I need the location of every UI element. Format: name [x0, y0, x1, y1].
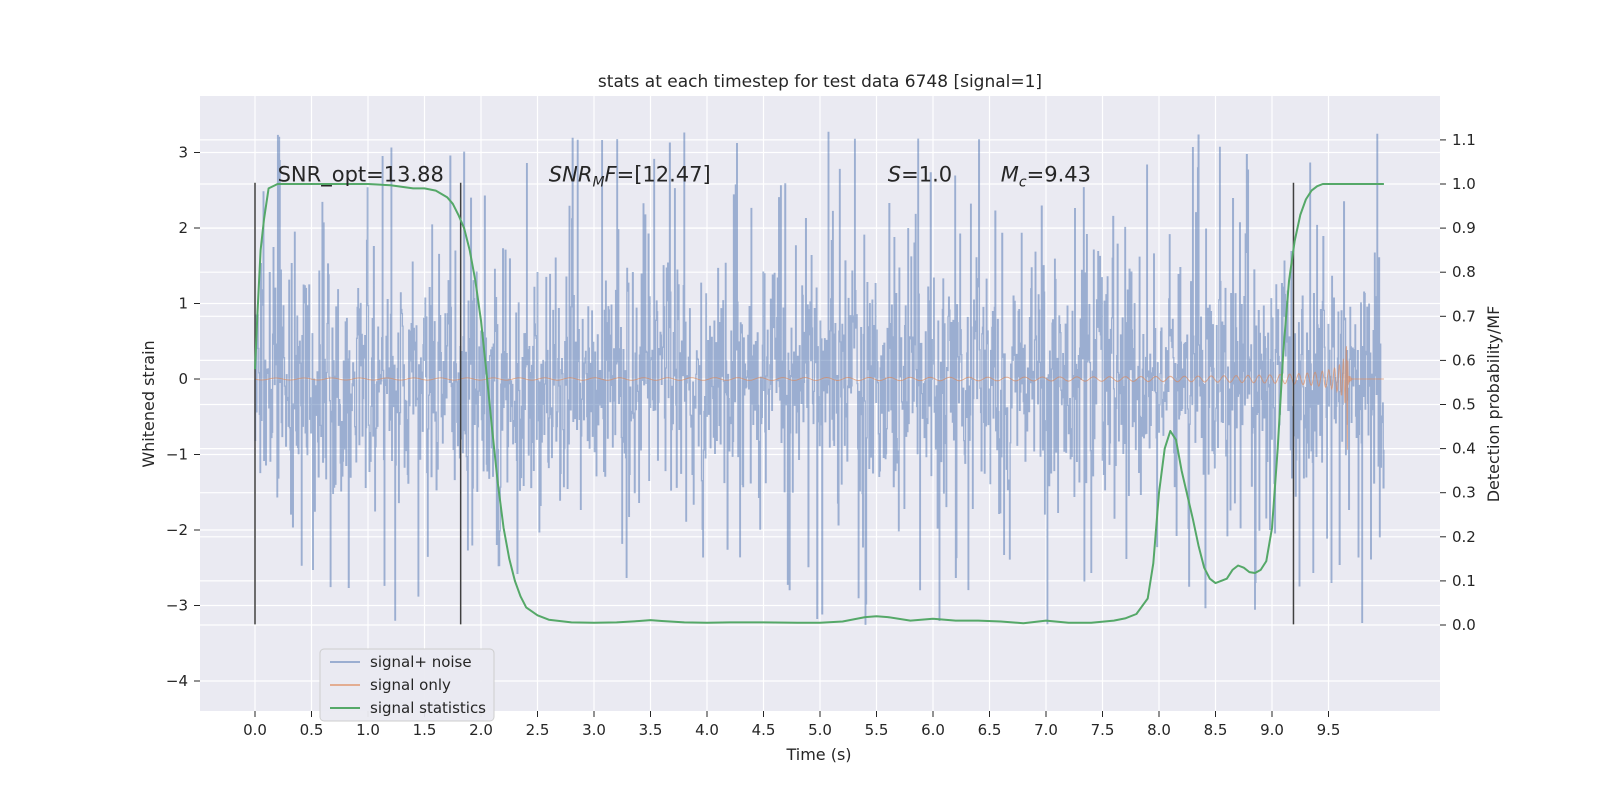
y2-tick-label: 0.4 — [1452, 440, 1476, 458]
legend-label-signal-only: signal only — [370, 676, 451, 694]
legend-box — [319, 648, 495, 722]
y-tick-label: −3 — [166, 597, 188, 615]
y-axis-ticks: 3 2 1 0 −1 −2 −3 −4 — [166, 144, 200, 690]
annotation-snr_opt: SNR_opt=13.88 — [278, 163, 444, 188]
legend: signal+ noise signal only signal statist… — [319, 648, 495, 722]
y2-tick-label: 0.7 — [1452, 307, 1476, 325]
y-tick-label: 3 — [178, 144, 188, 162]
x-tick-label: 3.5 — [639, 721, 663, 739]
x-tick-label: 8.5 — [1204, 721, 1228, 739]
annotation-snr_mf: SNRMF=[12.47] — [549, 163, 711, 191]
y-axis-label: Whitened strain — [139, 340, 158, 467]
y2-axis-label: Detection probability/MF — [1484, 306, 1503, 503]
y-tick-label: −1 — [166, 446, 188, 464]
x-tick-label: 1.0 — [356, 721, 380, 739]
y2-tick-label: 0.5 — [1452, 396, 1476, 414]
y-tick-label: 0 — [178, 370, 188, 388]
x-tick-label: 4.5 — [752, 721, 776, 739]
x-tick-label: 7.5 — [1091, 721, 1115, 739]
series-signal-statistics — [254, 183, 1384, 625]
y-tick-label: −2 — [166, 521, 188, 539]
x-axis-ticks: 0.0 0.5 1.0 1.5 2.0 2.5 3.0 3.5 4.0 4.5 5.0 5.5 6.0 6… — [243, 711, 1340, 739]
annotation-s: S=1.0 — [888, 163, 952, 187]
y2-tick-label: 1.1 — [1452, 131, 1476, 149]
x-tick-label: 3.0 — [582, 721, 606, 739]
x-tick-label: 8.0 — [1147, 721, 1171, 739]
x-tick-label: 0.0 — [243, 721, 267, 739]
series-signal-only — [254, 346, 1384, 450]
y2-tick-label: 0.0 — [1452, 616, 1476, 634]
y2-tick-label: 0.2 — [1452, 528, 1476, 546]
x-tick-label: 5.5 — [865, 721, 889, 739]
signal-only-line — [254, 346, 1384, 450]
y2-tick-label: 0.1 — [1452, 572, 1476, 590]
y-tick-label: 1 — [178, 295, 188, 313]
chart-title: stats at each timestep for test data 674… — [598, 72, 1042, 92]
x-tick-label: 1.5 — [413, 721, 437, 739]
x-tick-label: 6.5 — [978, 721, 1002, 739]
x-tick-label: 5.0 — [808, 721, 832, 739]
y-tick-label: 2 — [178, 219, 188, 237]
x-tick-label: 0.5 — [300, 721, 324, 739]
signal-statistics-line — [254, 183, 1384, 625]
y2-tick-label: 0.9 — [1452, 219, 1476, 237]
y2-tick-label: 1.0 — [1452, 175, 1476, 193]
y2-tick-label: 0.3 — [1452, 484, 1476, 502]
y-tick-label: −4 — [166, 672, 188, 690]
y2-tick-label: 0.8 — [1452, 263, 1476, 281]
legend-label-signal-statistics: signal statistics — [370, 699, 486, 717]
x-tick-label: 7.0 — [1034, 721, 1058, 739]
x-tick-label: 2.0 — [469, 721, 493, 739]
x-tick-label: 6.0 — [921, 721, 945, 739]
annotations: SNR_opt=13.88 SNRMF=[12.47] S=1.0 Mc=9.43 — [278, 163, 1091, 191]
x-tick-label: 9.0 — [1260, 721, 1284, 739]
series-signal-noise — [254, 131, 1385, 625]
x-axis-label: Time (s) — [785, 745, 851, 764]
signal-noise-line — [254, 131, 1385, 625]
x-tick-label: 4.0 — [695, 721, 719, 739]
legend-label-signal-noise: signal+ noise — [370, 653, 472, 671]
y2-axis-ticks: 1.1 1.0 0.9 0.8 0.7 0.6 0.5 0.4 0.3 0.2 0.1 0.0 — [1440, 131, 1476, 634]
annotation-mc: Mc=9.43 — [1001, 163, 1091, 191]
x-tick-label: 2.5 — [526, 721, 550, 739]
y2-tick-label: 0.6 — [1452, 351, 1476, 369]
x-tick-label: 9.5 — [1317, 721, 1341, 739]
